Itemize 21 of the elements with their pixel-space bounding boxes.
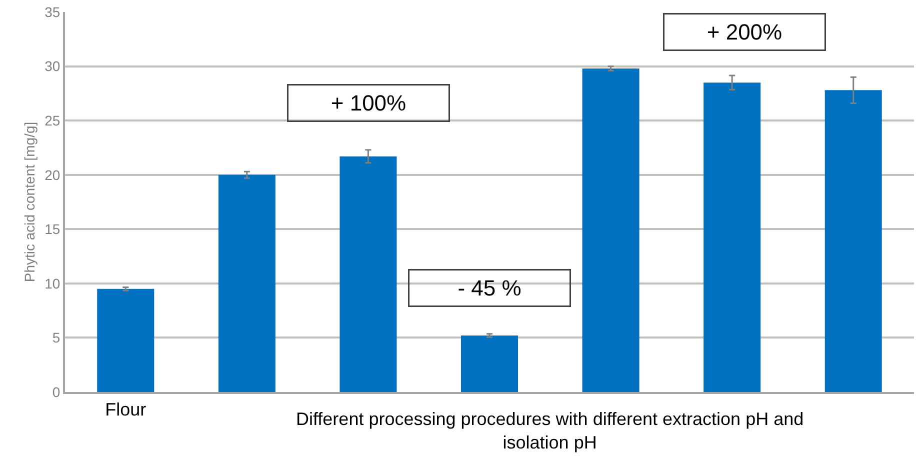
bar: [582, 68, 640, 392]
annotation: + 100%: [330, 90, 406, 116]
annotation: + 200%: [706, 20, 782, 44]
bar: [704, 82, 761, 392]
bar: [218, 174, 276, 392]
y-tick-label: 35: [44, 4, 60, 20]
bar: [340, 156, 397, 392]
y-tick-label: 15: [44, 221, 60, 238]
y-axis-title: Phytic acid content [mg/g]: [22, 122, 38, 282]
bar: [461, 336, 518, 392]
bar: [97, 288, 154, 392]
y-tick-label: 25: [44, 112, 60, 128]
x-tick-label: Flour: [105, 400, 146, 420]
y-tick-label: 0: [52, 384, 60, 400]
y-tick-label: 5: [52, 330, 60, 346]
annotation: - 45 %: [458, 276, 522, 300]
y-tick-label: 10: [44, 275, 60, 292]
y-tick-label: 20: [44, 166, 60, 183]
y-tick-label: 30: [44, 58, 60, 74]
text: Different processing procedures with different extraction pH and isolation pH: [296, 409, 804, 452]
bar: [824, 90, 882, 392]
